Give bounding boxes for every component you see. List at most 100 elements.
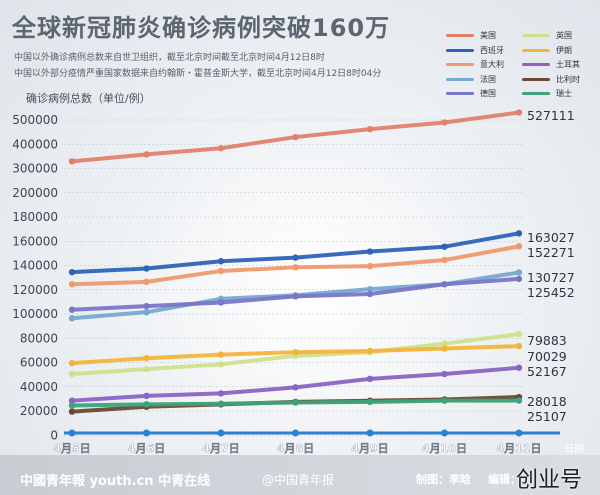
data-point-意大利 — [366, 262, 374, 270]
footer-bar — [0, 455, 600, 495]
data-point-西班牙 — [143, 265, 150, 272]
y-tick-label: 100000 — [12, 307, 58, 321]
x-tick-dot — [441, 429, 448, 437]
legend-swatch-比利时 — [522, 77, 550, 81]
data-point-德国 — [143, 302, 150, 310]
legend-label-瑞士: 瑞士 — [556, 89, 572, 98]
data-point-土耳其 — [68, 397, 76, 404]
y-tick-label: 160000 — [12, 234, 58, 248]
x-tick-dot — [292, 429, 299, 437]
data-point-比利时 — [68, 408, 76, 415]
y-tick-label: 140000 — [12, 259, 58, 273]
legend-label-比利时: 比利时 — [556, 74, 580, 84]
data-point-西班牙 — [292, 254, 299, 261]
x-tick-label: 4月11日 — [497, 442, 542, 455]
data-point-土耳其 — [515, 364, 523, 371]
data-point-土耳其 — [441, 370, 448, 378]
data-point-瑞士 — [515, 397, 523, 404]
data-point-美国 — [292, 133, 299, 141]
data-point-瑞士 — [217, 400, 225, 407]
data-point-土耳其 — [292, 384, 299, 391]
data-point-意大利 — [515, 243, 523, 250]
x-tick-dot — [515, 429, 523, 437]
y-tick-label: 80000 — [20, 331, 58, 345]
data-point-德国 — [366, 290, 374, 298]
data-point-伊朗 — [366, 347, 374, 355]
x-tick-dot — [143, 429, 150, 437]
legend-swatch-英国 — [522, 34, 550, 37]
end-label-比利时: 28018 — [527, 394, 567, 409]
legend-label-德国: 德国 — [480, 89, 496, 98]
source-note-2: 中国以外部分疫情严重国家数据来自约翰斯・霍普金斯大学，截至北京时间4月12日8时… — [14, 69, 382, 79]
data-point-英国 — [441, 340, 448, 347]
data-point-土耳其 — [143, 392, 150, 400]
data-point-英国 — [143, 365, 150, 373]
credit-editor: 编辑： — [488, 473, 521, 486]
weibo-source: @中国青年报 — [262, 473, 335, 487]
publisher-logos: 中國青年報 youth.cn 中青在线 — [20, 474, 211, 489]
data-point-法国 — [366, 285, 374, 293]
y-tick-label: 20000 — [20, 404, 58, 418]
data-point-英国 — [217, 361, 225, 368]
data-point-德国 — [217, 299, 225, 306]
y-tick-label: 500000 — [12, 113, 58, 127]
data-point-西班牙 — [217, 258, 225, 265]
data-point-美国 — [441, 119, 448, 126]
x-axis-label: 日期 — [564, 443, 584, 455]
data-point-伊朗 — [441, 345, 448, 352]
legend-label-伊朗: 伊朗 — [556, 45, 572, 55]
legend-label-西班牙: 西班牙 — [480, 45, 504, 55]
legend-label-土耳其: 土耳其 — [556, 60, 580, 69]
data-point-土耳其 — [217, 390, 225, 397]
data-point-英国 — [515, 330, 523, 338]
legend-swatch-土耳其 — [522, 63, 550, 66]
data-point-瑞士 — [292, 399, 299, 406]
end-label-英国: 79883 — [527, 333, 567, 348]
y-axis-label: 确诊病例总数（单位/例） — [26, 92, 151, 105]
data-point-美国 — [143, 151, 150, 158]
data-point-德国 — [68, 306, 76, 313]
watermark: 创业号 — [516, 468, 583, 493]
legend-label-英国: 英国 — [556, 31, 572, 40]
data-point-意大利 — [217, 267, 225, 275]
data-point-法国 — [68, 315, 76, 322]
data-point-伊朗 — [68, 359, 76, 367]
x-tick-dot — [68, 429, 76, 437]
data-point-德国 — [292, 293, 299, 300]
data-point-伊朗 — [143, 355, 150, 362]
legend-swatch-瑞士 — [522, 92, 550, 95]
x-tick-label: 4月9日 — [351, 442, 388, 455]
y-tick-label: 180000 — [12, 210, 58, 224]
end-label-美国: 527111 — [527, 108, 575, 123]
data-point-意大利 — [68, 281, 76, 288]
x-tick-label: 4月8日 — [277, 442, 314, 455]
end-label-法国: 130727 — [527, 270, 575, 285]
y-tick-label: 0 — [50, 428, 58, 442]
data-point-西班牙 — [515, 230, 523, 237]
legend-swatch-意大利 — [446, 63, 474, 66]
data-point-瑞士 — [143, 401, 150, 408]
legend-swatch-伊朗 — [522, 48, 550, 52]
source-note-1: 中国以外确诊病例总数来自世卫组织，截至北京时间截至北京时间4月12日8时 — [14, 53, 325, 63]
x-tick-dot — [217, 429, 225, 437]
end-label-瑞士: 25107 — [527, 409, 567, 424]
x-tick-dot — [366, 429, 374, 437]
y-tick-label: 300000 — [12, 162, 58, 176]
data-point-瑞士 — [441, 397, 448, 404]
data-point-伊朗 — [292, 348, 299, 356]
chart-title: 全球新冠肺炎确诊病例突破160万 — [12, 14, 391, 42]
data-point-伊朗 — [515, 342, 523, 350]
credit-maker: 制图：李晗 — [416, 473, 471, 486]
end-label-意大利: 152271 — [527, 245, 575, 260]
data-point-德国 — [441, 281, 448, 288]
x-tick-label: 4月5日 — [53, 442, 90, 455]
data-point-瑞士 — [68, 402, 76, 409]
data-point-意大利 — [143, 278, 150, 286]
data-point-伊朗 — [217, 351, 225, 358]
x-tick-label: 4月7日 — [202, 442, 239, 455]
x-tick-label: 4月10日 — [422, 442, 467, 455]
legend-label-美国: 美国 — [480, 31, 496, 40]
data-point-德国 — [515, 275, 523, 283]
